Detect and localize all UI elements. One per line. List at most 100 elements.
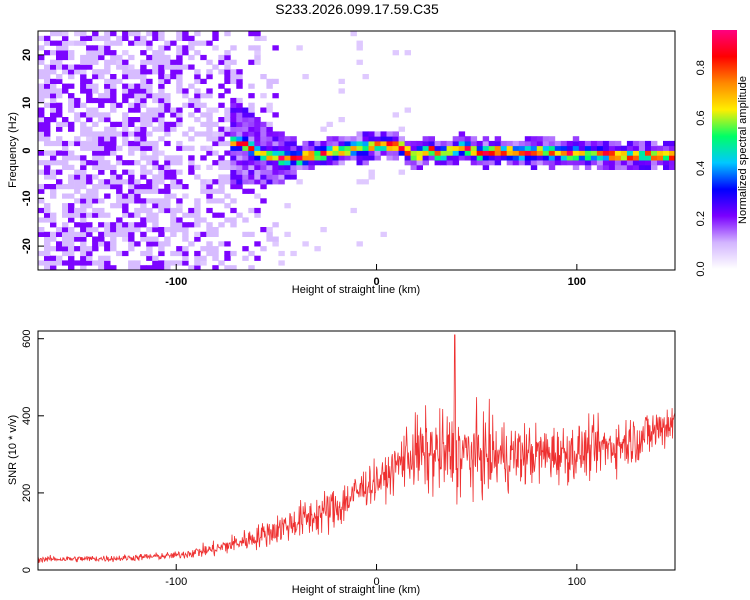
spectrogram-cell	[206, 164, 213, 170]
spectrogram-cell	[290, 174, 297, 180]
spectrogram-cell	[98, 222, 105, 228]
spectrogram-cell	[62, 145, 69, 151]
spectrogram-cell	[614, 160, 622, 166]
spectrogram-cell	[50, 260, 57, 266]
spectrogram-cell	[104, 117, 111, 123]
spectrogram-cell	[116, 222, 123, 228]
spectrogram-cell	[278, 155, 285, 161]
spectrogram-cell	[50, 112, 57, 118]
spectrogram-cell	[170, 184, 177, 190]
spectrogram-cell	[92, 74, 99, 80]
spectrogram-cell	[56, 59, 63, 65]
spectrogram-cell	[669, 155, 676, 161]
spectrogram-cell	[362, 145, 369, 151]
spectrogram-cell	[62, 222, 69, 228]
spectrogram-cell	[68, 126, 75, 132]
spectrogram-cell	[110, 241, 117, 247]
spectrogram-cell	[170, 227, 177, 233]
spectrogram-cell	[44, 250, 51, 257]
spectrogram-cell	[230, 145, 237, 151]
spectrogram-cell	[200, 112, 207, 118]
spectrogram-cell	[548, 155, 556, 161]
spectrogram-cell	[68, 174, 75, 180]
spectrogram-cell	[44, 150, 51, 156]
spectrogram-cell	[56, 50, 63, 56]
spectrogram-cell	[80, 31, 87, 37]
spectrogram-cell	[260, 126, 267, 132]
spectrogram-cell	[56, 150, 63, 156]
spectrogram-cell	[158, 78, 165, 84]
spectrogram-cell	[530, 150, 538, 156]
spectrogram-cell	[242, 145, 249, 151]
spectrogram-cell	[470, 136, 478, 142]
spectrogram-cell	[170, 193, 177, 199]
spectrogram-cell	[260, 107, 267, 113]
spectrogram-cell	[230, 107, 237, 113]
spectrogram-cell	[62, 231, 69, 237]
spectrogram-cell	[500, 155, 508, 161]
spectrogram-cell	[44, 207, 51, 214]
spectrogram-cell	[608, 140, 616, 147]
spectrogram-cell	[356, 179, 363, 185]
spectrogram-cell	[170, 121, 177, 127]
spectrogram-cell	[380, 231, 387, 237]
spectrogram-cell	[266, 126, 273, 132]
spectrogram-cell	[416, 150, 423, 156]
spectrogram-cell	[158, 97, 165, 104]
spectrogram-cell	[86, 140, 93, 147]
spectrogram-xlabel: Height of straight line (km)	[292, 284, 420, 296]
spectrogram-cell	[98, 74, 105, 80]
spectrogram-cell	[62, 246, 69, 252]
spectrogram-cell	[344, 140, 351, 147]
spectrogram-cell	[182, 260, 189, 266]
spectrogram-cell	[242, 231, 249, 237]
spectrogram-cell	[164, 203, 171, 209]
spectrogram-cell	[128, 145, 135, 151]
spectrogram-cell	[296, 45, 303, 51]
spectrogram-cell	[194, 69, 201, 75]
spectrogram-cell	[572, 164, 580, 170]
spectrogram-cell	[152, 93, 159, 99]
spectrogram-cell	[134, 193, 141, 199]
spectrogram-cell	[80, 198, 87, 204]
spectrogram-cell	[248, 140, 255, 147]
spectrogram-cell	[86, 54, 93, 61]
spectrogram-cell	[182, 45, 189, 51]
spectrogram-cell	[74, 207, 81, 214]
spectrogram-cell	[176, 184, 183, 190]
spectrogram-cell	[200, 217, 207, 223]
spectrogram-cell	[158, 50, 165, 56]
spectrogram-cell	[122, 227, 129, 233]
spectrogram-cell	[290, 136, 297, 142]
spectrogram-cell	[122, 74, 129, 80]
spectrogram-cell	[488, 150, 496, 156]
spectrogram-cell	[224, 217, 231, 223]
spectrogram-cell	[308, 140, 315, 147]
spectrogram-cell	[188, 145, 195, 151]
spectrogram-cell	[152, 126, 159, 132]
spectrogram-cell	[404, 160, 411, 166]
spectrogram-cell	[560, 145, 568, 151]
spectrogram-cell	[530, 136, 538, 142]
spectrogram-cell	[356, 131, 363, 137]
spectrogram-cell	[302, 155, 309, 161]
spectrogram-cell	[146, 236, 153, 242]
spectrogram-cell	[482, 160, 490, 166]
spectrogram-cell	[110, 150, 117, 156]
spectrogram-cell	[122, 126, 129, 132]
spectrogram-cell	[182, 88, 189, 94]
spectrogram-cell	[458, 150, 466, 156]
spectrogram-cell	[284, 203, 291, 209]
spectrogram-cell	[260, 198, 267, 204]
spectrogram-cell	[230, 184, 237, 190]
spectrogram-cell	[476, 150, 484, 156]
spectrogram-cell	[68, 193, 75, 199]
spectrogram-cell	[260, 35, 267, 41]
spectrogram-cell	[206, 184, 213, 190]
spectrogram-cell	[272, 136, 279, 142]
spectrogram-cell	[146, 107, 153, 113]
spectrogram-cell	[116, 160, 123, 166]
spectrogram-cell	[140, 126, 147, 132]
spectrogram-cell	[134, 40, 141, 46]
spectrogram-cell	[146, 88, 153, 94]
